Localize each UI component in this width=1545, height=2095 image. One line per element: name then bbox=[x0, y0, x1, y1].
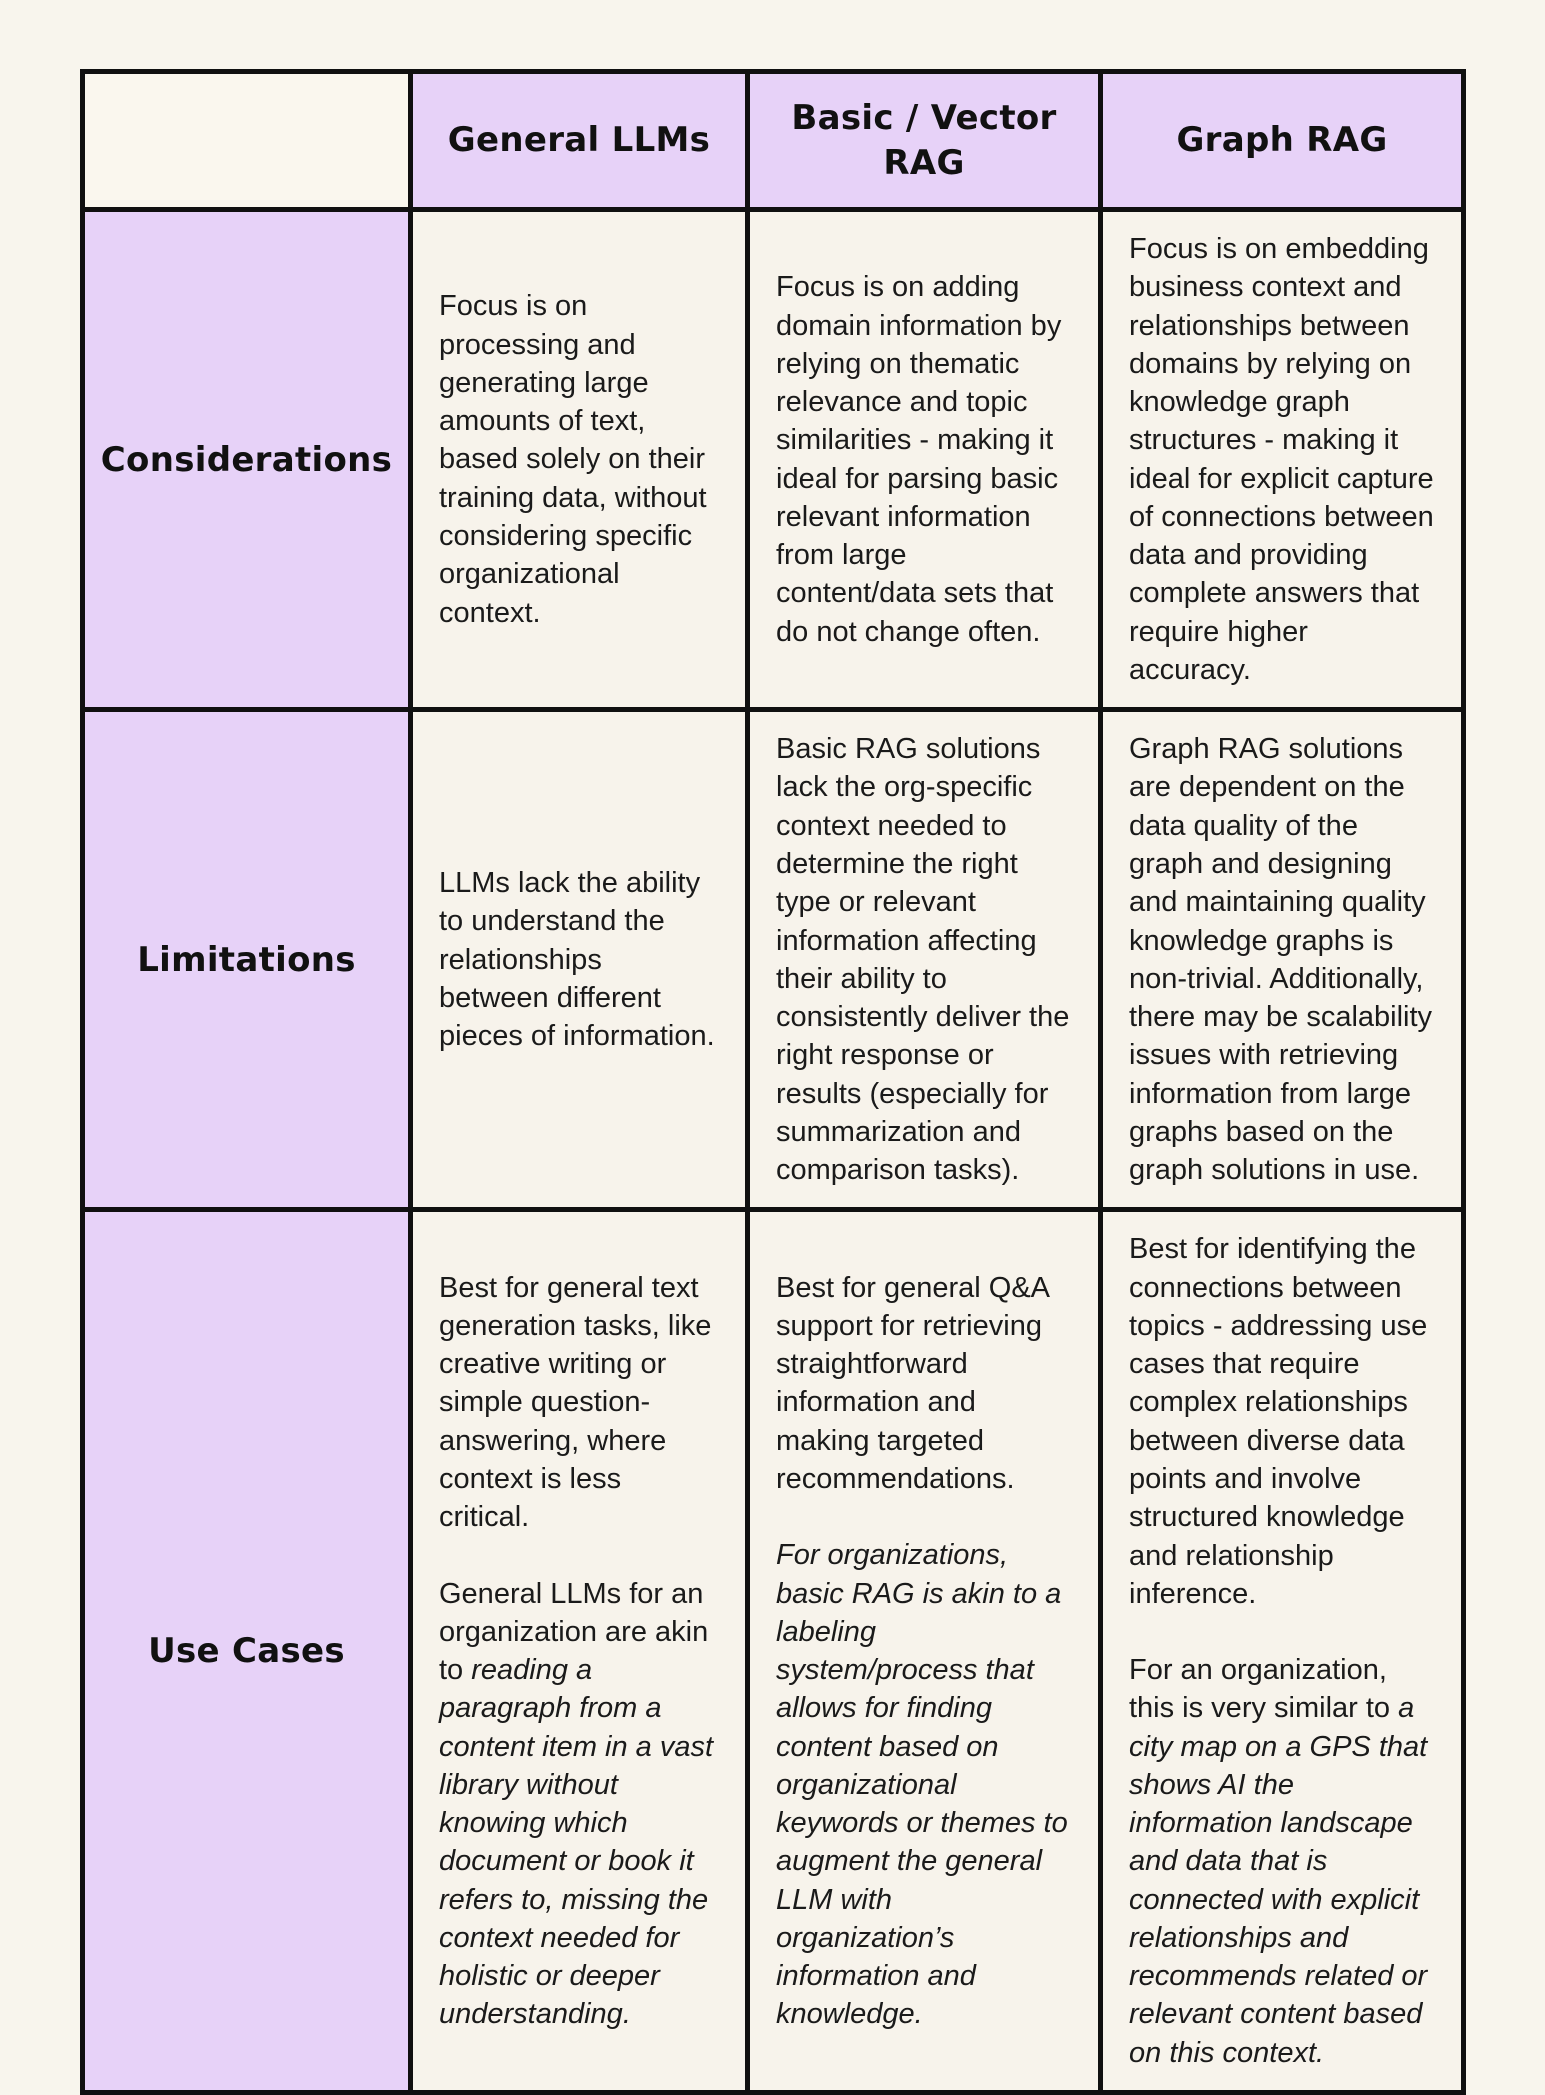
row-use-cases: Use Cases Best for general text generati… bbox=[80, 1207, 1466, 2095]
row-label-considerations: Considerations bbox=[80, 206, 413, 713]
cell-paragraph: LLMs lack the ability to understand the … bbox=[439, 867, 715, 1053]
cell-paragraph: For an organization, this is very simila… bbox=[1129, 1654, 1428, 2069]
cell-limitations-basic-vector-rag: Basic RAG solutions lack the org-specifi… bbox=[745, 707, 1103, 1213]
row-label-use-cases: Use Cases bbox=[80, 1207, 413, 2095]
cell-paragraph: Focus is on processing and generating la… bbox=[439, 290, 707, 629]
cell-considerations-graph-rag: Focus is on embedding business context a… bbox=[1098, 206, 1466, 713]
cell-paragraph: For organizations, basic RAG is akin to … bbox=[776, 1539, 1068, 2031]
cell-paragraph: Graph RAG solutions are dependent on the… bbox=[1129, 733, 1433, 1187]
column-header-basic-vector-rag: Basic / Vector RAG bbox=[745, 69, 1103, 212]
cell-use-cases-general-llms: Best for general text generation tasks, … bbox=[408, 1207, 750, 2095]
cell-paragraph: Best for general Q&A support for retriev… bbox=[776, 1271, 1049, 1495]
column-header-graph-rag: Graph RAG bbox=[1098, 69, 1466, 212]
cell-paragraph: Basic RAG solutions lack the org-specifi… bbox=[776, 733, 1070, 1187]
cell-use-cases-basic-vector-rag: Best for general Q&A support for retriev… bbox=[745, 1207, 1103, 2095]
row-limitations: Limitations LLMs lack the ability to und… bbox=[80, 707, 1466, 1213]
cell-paragraph: Focus is on adding domain information by… bbox=[776, 271, 1062, 648]
corner-cell bbox=[80, 69, 413, 212]
cell-limitations-graph-rag: Graph RAG solutions are dependent on the… bbox=[1098, 707, 1466, 1213]
row-label-limitations: Limitations bbox=[80, 707, 413, 1213]
cell-considerations-general-llms: Focus is on processing and generating la… bbox=[408, 206, 750, 713]
row-considerations: Considerations Focus is on processing an… bbox=[80, 206, 1466, 713]
column-header-general-llms: General LLMs bbox=[408, 69, 750, 212]
cell-paragraph: General LLMs for an organization are aki… bbox=[439, 1577, 714, 2031]
header-row: General LLMs Basic / Vector RAG Graph RA… bbox=[80, 69, 1466, 212]
cell-paragraph: Best for identifying the connections bet… bbox=[1129, 1233, 1428, 1610]
cell-paragraph: Best for general text generation tasks, … bbox=[439, 1271, 712, 1534]
page: General LLMs Basic / Vector RAG Graph RA… bbox=[80, 69, 1466, 2095]
cell-considerations-basic-vector-rag: Focus is on adding domain information by… bbox=[745, 206, 1103, 713]
cell-paragraph: Focus is on embedding business context a… bbox=[1129, 233, 1434, 686]
cell-limitations-general-llms: LLMs lack the ability to understand the … bbox=[408, 707, 750, 1213]
comparison-table: General LLMs Basic / Vector RAG Graph RA… bbox=[80, 69, 1466, 2095]
cell-use-cases-graph-rag: Best for identifying the connections bet… bbox=[1098, 1207, 1466, 2095]
